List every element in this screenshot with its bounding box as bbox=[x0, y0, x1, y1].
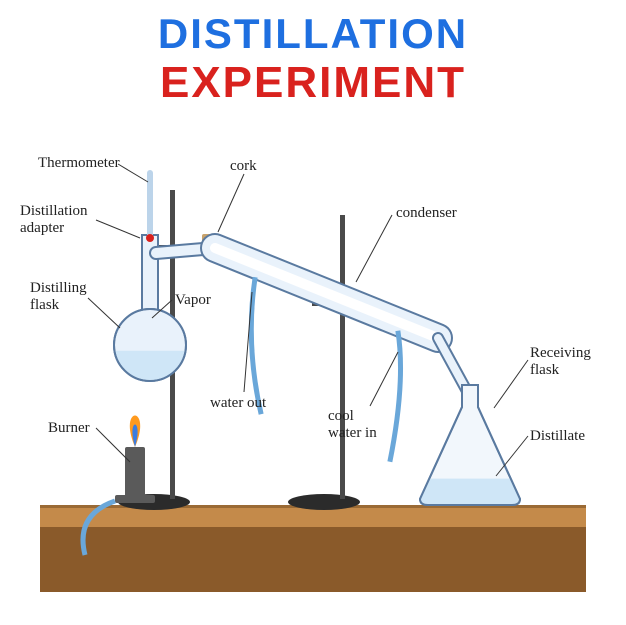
label-cool_water_in: coolwater in bbox=[328, 408, 377, 442]
label-condenser: condenser bbox=[396, 205, 457, 222]
stand-rod bbox=[340, 215, 345, 499]
flame-inner-icon bbox=[132, 425, 137, 448]
label-distillate: Distillate bbox=[530, 428, 585, 445]
leader-line bbox=[370, 352, 398, 406]
leader-line bbox=[218, 174, 244, 232]
thermometer-icon bbox=[147, 170, 153, 238]
leader-line bbox=[88, 298, 120, 328]
title-line-2: EXPERIMENT bbox=[0, 58, 626, 108]
label-thermometer: Thermometer bbox=[38, 155, 120, 172]
hose-water-out bbox=[251, 277, 261, 414]
table-front bbox=[40, 527, 586, 592]
stand-base bbox=[288, 494, 360, 510]
leader-line bbox=[118, 164, 148, 182]
distillation-diagram: Thermometer Distillationadapter Distilling… bbox=[0, 120, 626, 620]
leader-line bbox=[494, 360, 528, 408]
label-distillation_adapter: Distillationadapter bbox=[20, 203, 88, 237]
leader-line bbox=[356, 215, 392, 282]
title-line-1: DISTILLATION bbox=[0, 10, 626, 58]
leader-line bbox=[96, 220, 140, 238]
leader-line bbox=[96, 428, 130, 462]
label-burner: Burner bbox=[48, 420, 90, 437]
burner-body bbox=[125, 447, 145, 497]
label-water_out: water out bbox=[210, 395, 266, 412]
label-vapor: Vapor bbox=[175, 292, 211, 309]
flask-liquid bbox=[114, 351, 186, 381]
hose-water-in bbox=[390, 331, 401, 462]
condenser-inner bbox=[215, 248, 438, 338]
distillate-liquid bbox=[420, 479, 520, 505]
label-cork: cork bbox=[230, 158, 257, 175]
label-receiving_flask: Receivingflask bbox=[530, 345, 591, 379]
label-distilling_flask: Distillingflask bbox=[30, 280, 87, 314]
